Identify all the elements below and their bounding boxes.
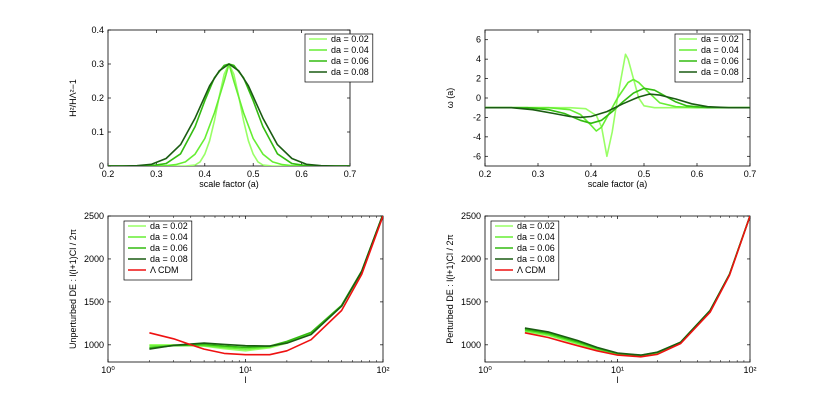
y-axis-label: Unperturbed DE : l(l+1)Cl / 2π [68, 229, 78, 349]
y-tick-label: -2 [473, 112, 481, 122]
panel-perturbed-cl: 10⁰ 10¹ 10² 1000 1500 2000 2500 l Perturbed DE :… [445, 211, 757, 385]
x-tick-label: 0.5 [638, 169, 651, 179]
x-axis-label: scale factor (a) [199, 179, 259, 189]
y-tick-label: 2000 [461, 254, 481, 264]
y-tick-label: 0.1 [91, 127, 104, 137]
x-tick-label: 0.4 [199, 169, 212, 179]
x-tick-label: 10² [743, 365, 756, 375]
series-line-4 [485, 93, 750, 119]
y-tick-label: 1000 [461, 340, 481, 350]
x-tick-label: 10⁰ [101, 365, 115, 375]
x-axis-label: l [617, 375, 619, 385]
x-tick-label: 0.6 [691, 169, 704, 179]
y-tick-label: 0.2 [91, 93, 104, 103]
legend-label: da = 0.08 [331, 67, 369, 77]
series-line-4 [149, 216, 383, 350]
legend-label: da = 0.02 [150, 221, 188, 231]
legend-label: da = 0.06 [701, 56, 739, 66]
x-tick-label: 10² [376, 365, 389, 375]
y-tick-label: 0 [476, 93, 481, 103]
y-axis-label: H²/HΛ²−1 [68, 79, 78, 117]
y-tick-label: 1500 [84, 297, 104, 307]
panel-omega: 0.2 0.3 0.4 0.5 0.6 0.7 -6 -4 -2 0 2 4 6 scale factor… [445, 29, 757, 189]
y-tick-label: 0.3 [91, 59, 104, 69]
y-tick-label: 1500 [461, 297, 481, 307]
x-tick-label: 0.7 [744, 169, 757, 179]
y-tick-label: 1000 [84, 340, 104, 350]
y-tick-label: 2500 [84, 211, 104, 221]
series-line-2 [485, 78, 750, 132]
y-tick-label: 2500 [461, 211, 481, 221]
legend-label: da = 0.02 [701, 34, 739, 44]
y-tick-label: 0 [99, 161, 104, 171]
legend-label: da = 0.06 [517, 243, 555, 253]
legend-label: Λ CDM [150, 265, 179, 275]
y-tick-label: 2 [476, 74, 481, 84]
x-tick-label: 0.3 [532, 169, 545, 179]
series-group [524, 216, 750, 358]
y-axis-label: ω (a) [445, 88, 455, 109]
series-line-4 [108, 63, 350, 166]
x-tick-label: 0.3 [150, 169, 163, 179]
legend-label: da = 0.08 [517, 254, 555, 264]
legend-label: da = 0.06 [150, 243, 188, 253]
series-group [108, 63, 350, 166]
x-tick-label: 0.6 [295, 169, 308, 179]
series-line-1 [485, 53, 750, 158]
y-tick-label: 6 [476, 35, 481, 45]
legend-box [674, 33, 744, 83]
legend-label: da = 0.02 [517, 221, 555, 231]
legend-label: da = 0.08 [150, 254, 188, 264]
x-tick-label: 10⁰ [478, 365, 492, 375]
legend-box [304, 33, 374, 83]
x-tick-label: 0.2 [479, 169, 492, 179]
y-axis-label: Perturbed DE : l(l+1)Cl / 2π [445, 234, 455, 344]
y-tick-label: 0.4 [91, 25, 104, 35]
x-tick-label: 0.7 [344, 169, 357, 179]
x-tick-label: 0.2 [102, 169, 115, 179]
legend-label: Λ CDM [517, 265, 546, 275]
series-line-5 [149, 216, 383, 356]
y-tick-label: -6 [473, 151, 481, 161]
legend-label: da = 0.04 [331, 45, 369, 55]
legend-label: da = 0.04 [517, 232, 555, 242]
legend-label: da = 0.04 [150, 232, 188, 242]
x-tick-label: 0.5 [247, 169, 260, 179]
x-tick-label: 0.4 [585, 169, 598, 179]
legend-label: da = 0.02 [331, 34, 369, 44]
x-axis-label: scale factor (a) [588, 179, 648, 189]
y-tick-label: 2000 [84, 254, 104, 264]
y-tick-label: -4 [473, 132, 481, 142]
x-tick-label: 10¹ [239, 365, 252, 375]
y-tick-label: 4 [476, 54, 481, 64]
legend-label: da = 0.06 [331, 56, 369, 66]
legend-label: da = 0.04 [701, 45, 739, 55]
x-axis-label: l [245, 375, 247, 385]
x-tick-label: 10¹ [611, 365, 624, 375]
series-line-3 [485, 87, 750, 125]
series-line-5 [524, 216, 750, 358]
series-group [485, 53, 750, 158]
legend-label: da = 0.08 [701, 67, 739, 77]
series-group [149, 216, 383, 356]
panel-unperturbed-cl: 10⁰ 10¹ 10² 1000 1500 2000 2500 l Unperturbed DE… [68, 211, 390, 385]
